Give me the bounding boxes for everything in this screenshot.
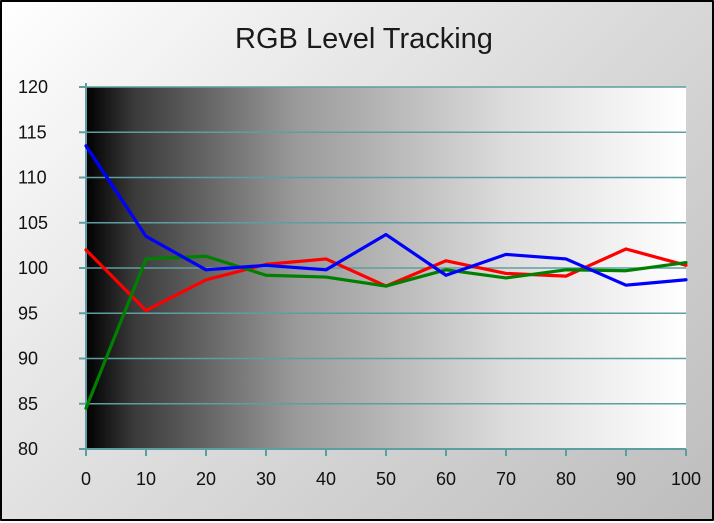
- series-layer: [84, 144, 688, 410]
- x-tick-label: 50: [376, 469, 396, 489]
- y-tick-label: 105: [18, 213, 48, 233]
- y-tick-label: 90: [18, 349, 38, 369]
- x-tick-label: 80: [556, 469, 576, 489]
- chart-title: RGB Level Tracking: [235, 23, 493, 55]
- x-tick-label: 90: [616, 469, 636, 489]
- x-tick-label: 70: [496, 469, 516, 489]
- x-tick-label: 0: [81, 469, 91, 489]
- y-tick-label: 95: [18, 303, 38, 323]
- x-tick-label: 100: [671, 469, 701, 489]
- x-tick-label: 10: [136, 469, 156, 489]
- y-tick-label: 120: [18, 77, 48, 97]
- x-tick-label: 40: [316, 469, 336, 489]
- grid-lines: [86, 86, 686, 405]
- y-tick-label: 110: [18, 168, 47, 188]
- x-tick-labels: 0 10 20 30 40 50 60 70 80 90 100: [81, 469, 701, 489]
- x-tick-label: 60: [436, 469, 456, 489]
- series-line-3: [84, 144, 688, 287]
- y-tick-label: 115: [18, 122, 47, 142]
- x-tick-label: 20: [196, 469, 216, 489]
- x-tick-label: 30: [256, 469, 276, 489]
- y-tick-label: 80: [18, 439, 38, 459]
- y-tick-label: 85: [18, 394, 38, 414]
- axes: [79, 83, 687, 456]
- y-tick-labels: 80 85 90 95 100 105 110 115 120: [18, 77, 48, 459]
- y-tick-label: 100: [18, 258, 48, 278]
